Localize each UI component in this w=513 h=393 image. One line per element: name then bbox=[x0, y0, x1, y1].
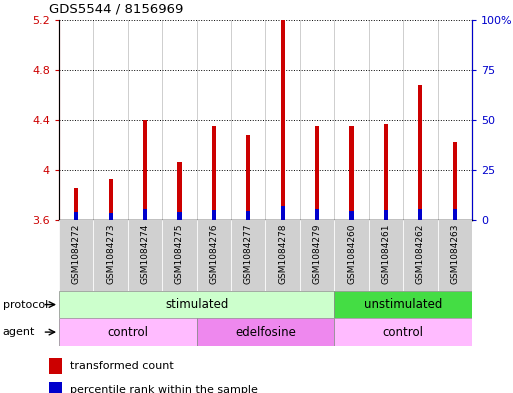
Bar bbox=[403, 220, 438, 291]
Bar bbox=[349, 211, 353, 220]
Bar bbox=[212, 126, 216, 220]
Bar bbox=[196, 318, 334, 346]
Text: GSM1084261: GSM1084261 bbox=[382, 224, 390, 284]
Bar bbox=[281, 206, 285, 220]
Text: edelfosine: edelfosine bbox=[235, 325, 296, 339]
Bar bbox=[59, 220, 93, 291]
Text: control: control bbox=[383, 325, 424, 339]
Text: GSM1084279: GSM1084279 bbox=[312, 224, 322, 284]
Bar bbox=[177, 162, 182, 220]
Text: GSM1084263: GSM1084263 bbox=[450, 224, 459, 284]
Bar bbox=[369, 220, 403, 291]
Bar bbox=[334, 291, 472, 318]
Bar bbox=[246, 135, 250, 220]
Bar bbox=[384, 124, 388, 220]
Text: control: control bbox=[107, 325, 148, 339]
Bar bbox=[49, 382, 62, 393]
Text: GSM1084273: GSM1084273 bbox=[106, 224, 115, 284]
Bar bbox=[177, 212, 182, 220]
Text: GSM1084275: GSM1084275 bbox=[175, 224, 184, 284]
Bar bbox=[93, 220, 128, 291]
Text: unstimulated: unstimulated bbox=[364, 298, 442, 311]
Bar bbox=[265, 220, 300, 291]
Bar bbox=[246, 211, 250, 220]
Text: GSM1084277: GSM1084277 bbox=[244, 224, 253, 284]
Bar bbox=[300, 220, 334, 291]
Bar bbox=[128, 220, 162, 291]
Bar bbox=[384, 210, 388, 220]
Text: GSM1084260: GSM1084260 bbox=[347, 224, 356, 284]
Bar bbox=[418, 209, 422, 220]
Bar bbox=[418, 85, 422, 220]
Bar bbox=[315, 126, 319, 220]
Bar bbox=[59, 291, 334, 318]
Text: GDS5544 / 8156969: GDS5544 / 8156969 bbox=[49, 3, 183, 16]
Bar bbox=[452, 209, 457, 220]
Text: transformed count: transformed count bbox=[70, 361, 173, 371]
Text: protocol: protocol bbox=[3, 299, 48, 310]
Bar bbox=[109, 213, 113, 220]
Bar bbox=[143, 120, 147, 220]
Text: stimulated: stimulated bbox=[165, 298, 228, 311]
Bar bbox=[143, 209, 147, 220]
Bar bbox=[349, 126, 353, 220]
Bar bbox=[231, 220, 266, 291]
Bar bbox=[315, 209, 319, 220]
Bar bbox=[281, 20, 285, 220]
Bar bbox=[49, 358, 62, 373]
Bar bbox=[212, 210, 216, 220]
Bar bbox=[438, 220, 472, 291]
Bar bbox=[334, 318, 472, 346]
Text: GSM1084278: GSM1084278 bbox=[278, 224, 287, 284]
Text: agent: agent bbox=[3, 327, 35, 337]
Text: percentile rank within the sample: percentile rank within the sample bbox=[70, 384, 258, 393]
Bar bbox=[74, 187, 78, 220]
Bar bbox=[109, 179, 113, 220]
Bar bbox=[196, 220, 231, 291]
Bar bbox=[162, 220, 196, 291]
Bar bbox=[334, 220, 369, 291]
Bar bbox=[452, 142, 457, 220]
Text: GSM1084276: GSM1084276 bbox=[209, 224, 219, 284]
Bar bbox=[59, 318, 196, 346]
Text: GSM1084272: GSM1084272 bbox=[72, 224, 81, 284]
Text: GSM1084262: GSM1084262 bbox=[416, 224, 425, 284]
Bar bbox=[74, 212, 78, 220]
Text: GSM1084274: GSM1084274 bbox=[141, 224, 149, 284]
